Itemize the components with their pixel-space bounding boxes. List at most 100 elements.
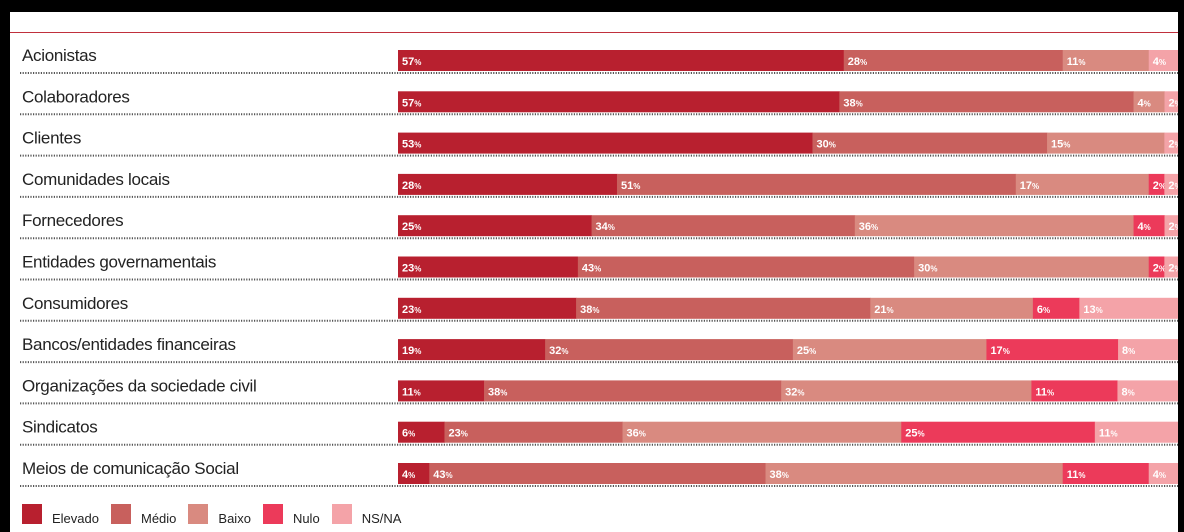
bar-segment-baixo bbox=[870, 297, 1034, 319]
bar-segment-baixo bbox=[622, 421, 902, 443]
category-label: Comunidades locais bbox=[22, 170, 170, 189]
category-label: Consumidores bbox=[22, 294, 128, 313]
bar-segment-elevado bbox=[398, 173, 618, 195]
data-label: 4% bbox=[1138, 221, 1151, 233]
bar-segment-elevado bbox=[398, 339, 546, 361]
data-label: 6% bbox=[402, 428, 415, 440]
bar-segment-baixo bbox=[1133, 91, 1165, 113]
data-label: 15% bbox=[1051, 139, 1070, 151]
bar-segment-nulo bbox=[901, 421, 1096, 443]
legend-item: NS/NA bbox=[331, 504, 402, 528]
legend-label: Elevado bbox=[52, 510, 99, 526]
legend-swatch bbox=[262, 504, 283, 524]
bar-segment-nulo bbox=[1148, 256, 1165, 278]
bar-segment-m-dio bbox=[484, 380, 782, 402]
data-label: 21% bbox=[874, 304, 893, 316]
bar-segment-m-dio bbox=[843, 50, 1064, 71]
bar-segment-elevado bbox=[398, 380, 485, 402]
data-label: 8% bbox=[1122, 345, 1135, 357]
bar-segment-elevado bbox=[398, 91, 840, 113]
bar-segment-nulo bbox=[1148, 173, 1165, 195]
bar-segment-baixo bbox=[1062, 50, 1150, 71]
legend-label: Nulo bbox=[292, 510, 320, 526]
bar-segment-ns-na bbox=[1118, 339, 1178, 361]
data-label: 34% bbox=[596, 221, 615, 233]
data-label: 32% bbox=[549, 345, 568, 357]
bar-segment-nulo bbox=[1031, 380, 1118, 402]
data-label: 36% bbox=[859, 221, 878, 233]
legend-label: Médio bbox=[140, 510, 177, 526]
bar-segment-nulo bbox=[1062, 463, 1150, 484]
bar-segment-baixo bbox=[765, 463, 1064, 484]
data-label: 57% bbox=[402, 56, 421, 68]
data-label: 23% bbox=[402, 304, 421, 316]
category-label: Clientes bbox=[22, 129, 81, 148]
bar-segment-ns-na bbox=[1148, 463, 1178, 484]
bar-segment-elevado bbox=[398, 256, 579, 278]
data-label: 43% bbox=[582, 263, 601, 275]
bar-segment-ns-na bbox=[1094, 421, 1178, 443]
data-label: 4% bbox=[1153, 469, 1166, 481]
bar-segment-m-dio bbox=[577, 256, 915, 278]
bar-segment-ns-na bbox=[1164, 173, 1178, 195]
bar-segment-m-dio bbox=[812, 132, 1048, 154]
data-label: 17% bbox=[990, 345, 1009, 357]
data-label: 11% bbox=[1035, 386, 1054, 398]
bar-segment-ns-na bbox=[1164, 215, 1178, 237]
data-label: 2% bbox=[1153, 263, 1166, 275]
data-label: 2% bbox=[1168, 180, 1178, 192]
data-label: 17% bbox=[1020, 180, 1039, 192]
legend-item: Nulo bbox=[262, 504, 320, 528]
legend-swatch bbox=[331, 504, 352, 524]
data-label: 23% bbox=[402, 263, 421, 275]
legend-item: Elevado bbox=[22, 504, 99, 528]
bar-segment-baixo bbox=[1047, 132, 1165, 154]
bar-segment-elevado bbox=[398, 463, 430, 484]
category-label: Entidades governamentais bbox=[22, 253, 216, 272]
legend-swatch bbox=[188, 504, 209, 524]
data-label: 19% bbox=[402, 345, 421, 357]
data-label: 11% bbox=[1099, 428, 1118, 440]
data-label: 36% bbox=[627, 428, 646, 440]
data-label: 53% bbox=[402, 139, 421, 151]
bar-segment-elevado bbox=[398, 50, 845, 71]
bar-segment-elevado bbox=[398, 132, 813, 154]
legend-label: NS/NA bbox=[361, 510, 402, 526]
data-label: 4% bbox=[402, 469, 415, 481]
data-label: 38% bbox=[580, 304, 599, 316]
bar-segment-m-dio bbox=[429, 463, 766, 484]
data-label: 57% bbox=[402, 97, 421, 109]
bar-segment-ns-na bbox=[1164, 91, 1178, 113]
category-label: Meios de comunicação Social bbox=[22, 459, 239, 478]
bar-segment-m-dio bbox=[545, 339, 794, 361]
data-label: 6% bbox=[1037, 304, 1050, 316]
legend: Elevado Médio Baixo Nulo NS/NA bbox=[22, 504, 413, 528]
data-label: 25% bbox=[797, 345, 816, 357]
chart-frame: Acionistas 57% 28% 11% 4% Colaboradores 57% 38%… bbox=[10, 12, 1178, 532]
bar-segment-elevado bbox=[398, 421, 445, 443]
bar-segment-ns-na bbox=[1164, 256, 1178, 278]
legend-label: Baixo bbox=[218, 510, 251, 526]
data-label: 2% bbox=[1168, 139, 1178, 151]
data-label: 11% bbox=[1067, 469, 1086, 481]
data-label: 2% bbox=[1153, 180, 1166, 192]
category-label: Bancos/entidades financeiras bbox=[22, 335, 236, 354]
bar-segment-baixo bbox=[1015, 173, 1150, 195]
bar-segment-elevado bbox=[398, 297, 577, 319]
category-label: Organizações da sociedade civil bbox=[22, 376, 257, 395]
data-label: 38% bbox=[488, 386, 507, 398]
data-label: 51% bbox=[621, 180, 640, 192]
bar-segment-nulo bbox=[1133, 215, 1165, 237]
data-label: 2% bbox=[1169, 221, 1178, 233]
data-label: 28% bbox=[402, 180, 421, 192]
legend-item: Baixo bbox=[188, 504, 251, 528]
bar-segment-nulo bbox=[986, 339, 1119, 361]
bar-segment-ns-na bbox=[1117, 380, 1178, 402]
data-label: 28% bbox=[848, 56, 867, 68]
bar-segment-ns-na bbox=[1164, 132, 1178, 154]
data-label: 13% bbox=[1083, 304, 1102, 316]
bar-segment-m-dio bbox=[616, 173, 1017, 195]
bar-segment-elevado bbox=[398, 215, 592, 237]
data-label: 38% bbox=[843, 97, 862, 109]
data-label: 2% bbox=[1168, 263, 1178, 275]
